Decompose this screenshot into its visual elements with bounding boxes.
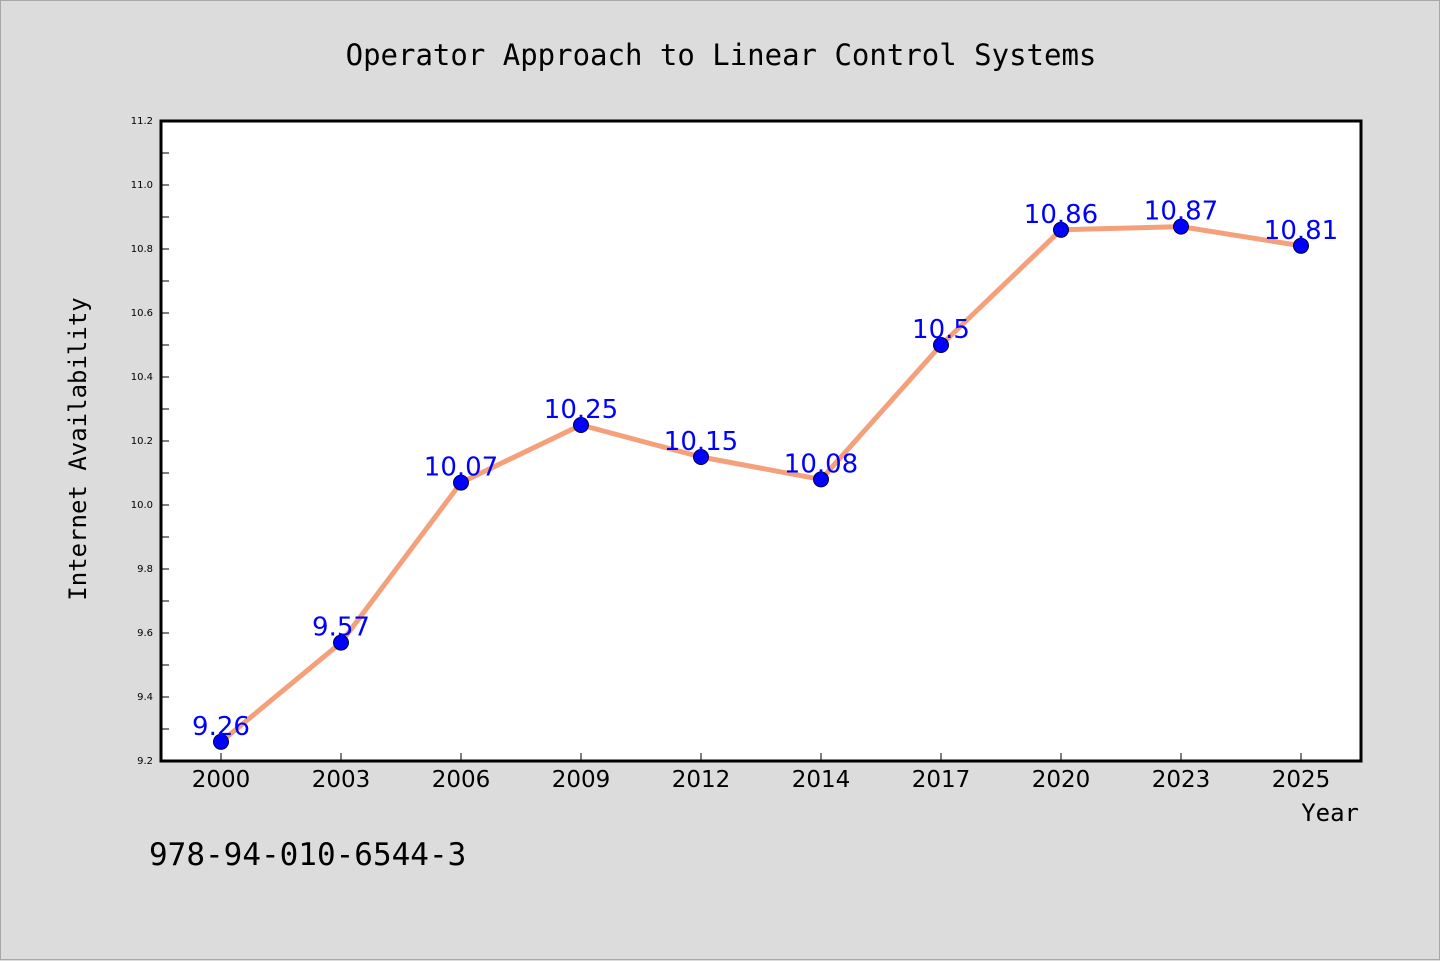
- data-label: 10.86: [1024, 200, 1098, 230]
- data-label: 9.26: [192, 712, 250, 742]
- data-point: [453, 474, 469, 491]
- data-point: [213, 733, 229, 750]
- x-tick-label: 2023: [1152, 767, 1211, 793]
- data-label: 10.07: [424, 453, 498, 483]
- data-point: [1053, 221, 1069, 238]
- data-label: 10.81: [1264, 216, 1338, 246]
- y-tick-label: 10.4: [131, 372, 153, 383]
- y-tick-label: 10.8: [131, 244, 153, 255]
- x-tick-label: 2009: [552, 767, 611, 793]
- x-tick-label: 2003: [312, 767, 371, 793]
- chart-title: Operator Approach to Linear Control Syst…: [346, 38, 1097, 72]
- data-label: 10.15: [664, 427, 738, 457]
- data-point: [813, 471, 829, 488]
- data-label: 9.57: [312, 613, 370, 643]
- x-tick-label: 2017: [912, 767, 971, 793]
- data-point: [1293, 237, 1309, 254]
- data-point: [693, 449, 709, 465]
- y-axis-label: Internet Availability: [64, 297, 92, 600]
- x-tick-label: 2006: [432, 767, 491, 793]
- y-tick-label: 11.0: [131, 180, 153, 191]
- data-point: [333, 634, 349, 651]
- y-axis: 9.2 9.4 9.6 9.8 10.0 10.2 10.4 10.6 10.8 11.0 11.2: [131, 116, 169, 767]
- y-tick-label: 10.2: [131, 436, 153, 447]
- y-tick-label: 11.2: [131, 116, 153, 127]
- y-tick-label: 9.6: [137, 628, 153, 639]
- y-tick-label: 10.0: [131, 500, 153, 511]
- data-label: 10.5: [912, 315, 970, 345]
- x-tick-label: 2012: [672, 767, 731, 793]
- data-label: 10.08: [784, 449, 858, 479]
- y-tick-label: 10.6: [131, 308, 153, 319]
- x-tick-label: 2025: [1272, 767, 1331, 793]
- y-tick-label: 9.8: [137, 564, 153, 575]
- y-tick-label: 9.2: [137, 756, 153, 767]
- data-point: [1173, 218, 1189, 235]
- data-point: [933, 337, 949, 353]
- y-tick-label: 9.4: [137, 692, 153, 703]
- x-tick-label: 2020: [1032, 767, 1091, 793]
- data-point: [573, 417, 589, 433]
- x-axis-label: Year: [1301, 799, 1359, 827]
- series-layer: 9.26 9.57 10.07 10.25 10.15 10.08 10.5 10.86 10.…: [192, 197, 1338, 750]
- x-axis: 2000 2003 2006 2009 2012 2014 2017 2020 2023 2025: [192, 753, 1331, 793]
- x-tick-label: 2000: [192, 767, 251, 793]
- data-label: 10.87: [1144, 197, 1218, 227]
- series-line: [219, 224, 1302, 744]
- x-tick-label: 2014: [792, 767, 851, 793]
- data-label: 10.25: [544, 395, 618, 425]
- isbn-text: 978-94-010-6544-3: [149, 837, 466, 873]
